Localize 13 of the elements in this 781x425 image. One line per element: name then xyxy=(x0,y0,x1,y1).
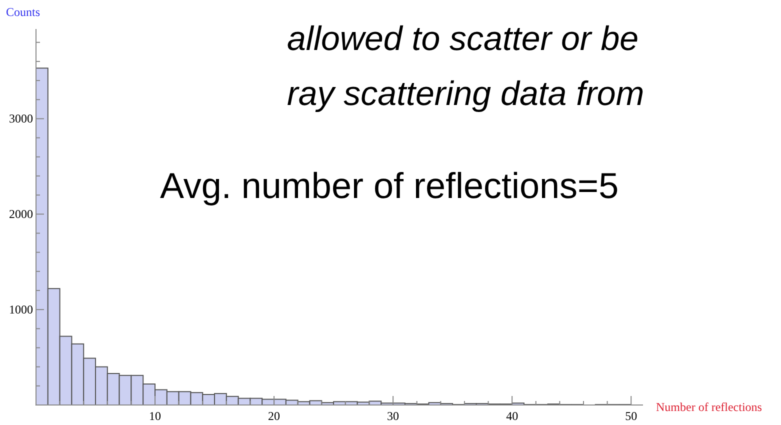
x-tick-label: 30 xyxy=(387,409,400,423)
x-tick-label: 10 xyxy=(149,409,162,423)
x-axis-title: Number of reflections xyxy=(656,400,762,414)
x-tick-label: 50 xyxy=(625,409,638,423)
y-tick-label: 3000 xyxy=(9,112,33,126)
y-tick-label: 1000 xyxy=(9,302,33,317)
y-axis-title: Counts xyxy=(6,5,40,19)
x-tick-label: 20 xyxy=(268,409,280,423)
x-tick-label: 40 xyxy=(506,409,518,423)
annotation: ray scattering data from xyxy=(287,75,644,113)
annotation: allowed to scatter or be xyxy=(287,20,639,58)
y-tick-label: 2000 xyxy=(9,207,33,222)
annotation: Avg. number of reflections=5 xyxy=(160,165,619,206)
